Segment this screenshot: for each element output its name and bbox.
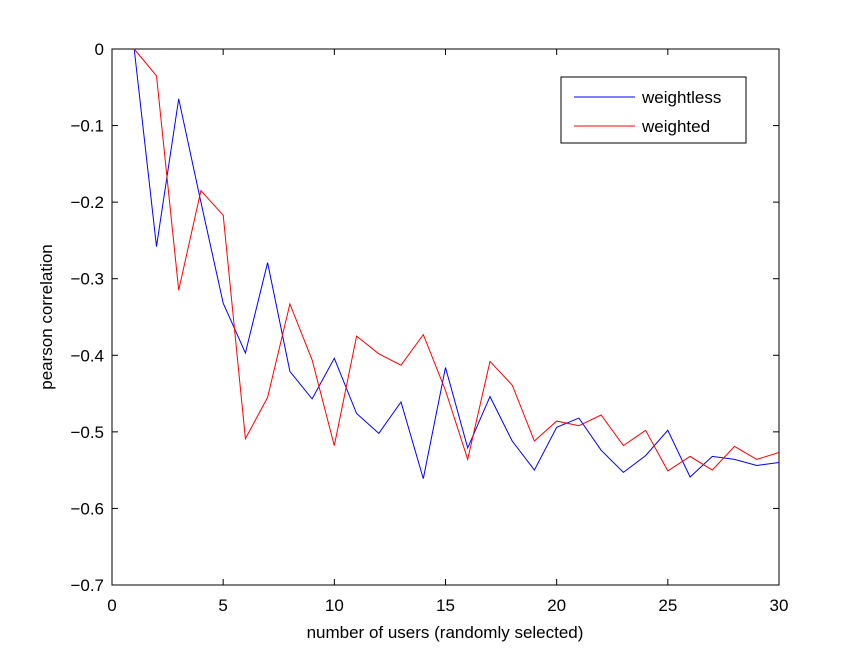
y-tick-label: 0 (95, 40, 104, 59)
y-tick-label: −0.5 (70, 423, 104, 442)
y-tick-label: −0.4 (70, 346, 104, 365)
legend: weightless weighted (560, 76, 747, 144)
x-tick-label: 20 (547, 596, 566, 615)
y-tick-label: −0.1 (70, 117, 104, 136)
x-tick-label: 30 (770, 596, 789, 615)
x-tick-label: 15 (436, 596, 455, 615)
y-axis-label: pearson correlation (37, 244, 56, 390)
x-tick-label: 0 (107, 596, 116, 615)
legend-box (560, 76, 747, 144)
x-tick-label: 25 (658, 596, 677, 615)
x-tick-label: 10 (325, 596, 344, 615)
y-tick-label: −0.7 (70, 576, 104, 595)
series-line-weightless (133, 48, 780, 479)
y-tick-label: −0.2 (70, 193, 104, 212)
y-tick-label: −0.6 (70, 499, 104, 518)
series-line-weighted (133, 48, 780, 472)
x-tick-label: 5 (218, 596, 227, 615)
y-axis-ticks: 0 −0.1 −0.2 −0.3 −0.4 −0.5 −0.6 −0.7 (70, 40, 779, 595)
x-axis-label: number of users (randomly selected) (307, 623, 584, 642)
series-lines (133, 48, 780, 479)
legend-label-weightless: weightless (641, 88, 721, 107)
y-tick-label: −0.3 (70, 270, 104, 289)
legend-label-weighted: weighted (641, 117, 710, 136)
x-axis-ticks: 0 5 10 15 20 25 30 (107, 49, 788, 615)
